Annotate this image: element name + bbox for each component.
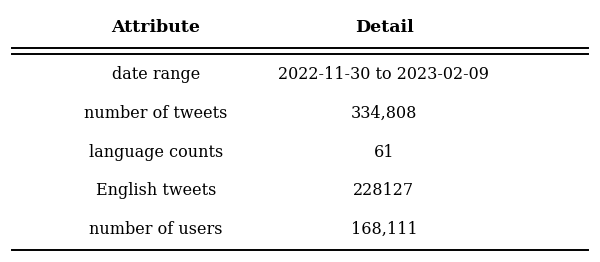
Text: language counts: language counts [89,144,223,161]
Text: English tweets: English tweets [96,183,216,199]
Text: number of tweets: number of tweets [85,105,227,122]
Text: number of users: number of users [89,221,223,238]
Text: 334,808: 334,808 [351,105,417,122]
Text: 61: 61 [374,144,394,161]
Text: 168,111: 168,111 [350,221,418,238]
Text: date range: date range [112,66,200,83]
Text: 2022-11-30 to 2023-02-09: 2022-11-30 to 2023-02-09 [278,66,490,83]
Text: 228127: 228127 [353,183,415,199]
Text: Detail: Detail [355,19,413,36]
Text: Attribute: Attribute [112,19,200,36]
